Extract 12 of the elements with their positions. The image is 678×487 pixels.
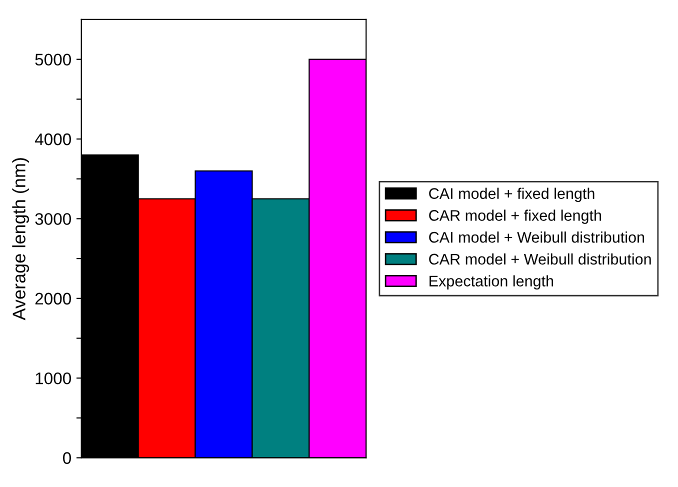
legend-label: CAR model + fixed length [429, 210, 602, 224]
legend-label: CAI model + fixed length [429, 188, 594, 202]
y-tick-label: 4000 [34, 133, 71, 146]
y-tick-label: 5000 [35, 54, 71, 66]
legend-label: Expectation length [430, 275, 554, 290]
y-tick-label: 2000 [35, 292, 71, 305]
legend-label: CAR model + Weibull distribution [429, 253, 651, 265]
y-tick-label: 0 [63, 452, 71, 464]
y-tick-label: 1000 [36, 372, 71, 384]
y-axis-title: Average length (nm) [12, 158, 30, 320]
y-tick-label: 3000 [35, 213, 71, 225]
legend-label: CAI model + Weibull distribution [429, 232, 644, 243]
